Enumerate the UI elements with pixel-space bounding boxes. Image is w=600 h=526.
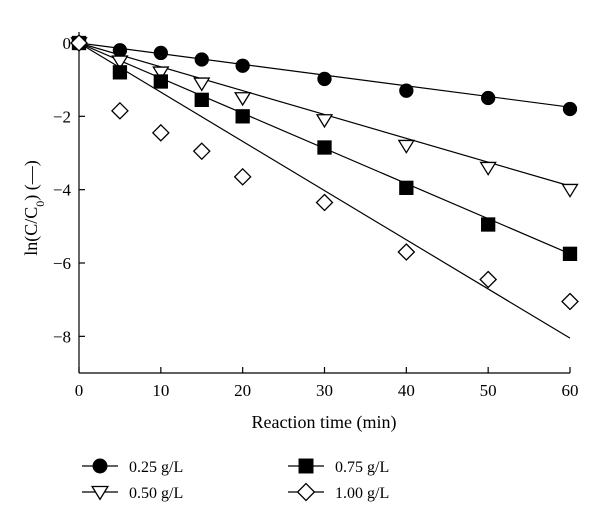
data-point-series-2 bbox=[397, 139, 415, 154]
legend-label: 0.75 g/L bbox=[335, 459, 389, 476]
x-tick-label: 40 bbox=[398, 381, 415, 400]
y-axis-label: ln(C/C0) (—) bbox=[21, 160, 47, 256]
y-tick-label: 0 bbox=[63, 34, 72, 53]
data-point-series-2 bbox=[479, 161, 497, 176]
data-point-series-2 bbox=[193, 77, 211, 92]
data-point-series-4 bbox=[151, 123, 170, 142]
data-point-series-1 bbox=[194, 52, 209, 67]
data-point-series-2 bbox=[111, 55, 129, 70]
data-point-series-4 bbox=[70, 34, 88, 52]
data-point-series-4 bbox=[192, 142, 211, 161]
x-tick-label: 10 bbox=[152, 381, 169, 400]
legend-marker-4 bbox=[296, 482, 316, 502]
legend-label: 1.00 g/L bbox=[335, 485, 389, 502]
data-point-series-1 bbox=[153, 45, 168, 61]
data-point-series-2 bbox=[152, 66, 170, 81]
legend: 0.25 g/L 0.50 g/L 0.75 g/L 1.00 g/L bbox=[82, 458, 389, 502]
data-point-series-3 bbox=[562, 246, 578, 261]
data-point-series-1 bbox=[317, 71, 332, 87]
data-point-series-3 bbox=[194, 92, 209, 107]
x-axis-label: Reaction time (min) bbox=[252, 412, 397, 433]
data-point-series-1 bbox=[562, 101, 578, 117]
legend-label: 0.50 g/L bbox=[129, 485, 183, 502]
data-point-series-1 bbox=[481, 90, 496, 106]
data-point-series-1 bbox=[399, 83, 414, 98]
legend-marker-2 bbox=[90, 485, 110, 501]
x-tick-label: 60 bbox=[562, 381, 579, 400]
y-tick-label: −4 bbox=[53, 181, 72, 200]
data-point-series-3 bbox=[399, 180, 414, 195]
data-point-series-3 bbox=[153, 74, 168, 89]
data-point-series-2 bbox=[234, 92, 252, 107]
data-point-series-4 bbox=[233, 167, 252, 186]
x-tick-label: 20 bbox=[234, 381, 251, 400]
data-point-series-2 bbox=[315, 114, 334, 129]
x-tick-label: 50 bbox=[480, 381, 497, 400]
data-point-series-4 bbox=[561, 292, 579, 311]
legend-marker-3 bbox=[298, 458, 314, 474]
data-point-series-2 bbox=[561, 183, 579, 198]
data-point-series-3 bbox=[317, 140, 332, 155]
fit-line-series-4 bbox=[78, 42, 571, 339]
y-tick-label: −2 bbox=[53, 107, 71, 126]
data-point-series-3 bbox=[112, 65, 128, 80]
legend-marker-1 bbox=[92, 458, 108, 474]
data-point-series-3 bbox=[235, 109, 250, 124]
data-point-series-4 bbox=[479, 270, 498, 289]
x-tick-label: 30 bbox=[316, 381, 333, 400]
data-point-series-4 bbox=[110, 101, 129, 120]
x-tick-label: 0 bbox=[75, 381, 84, 400]
y-tick-label: −6 bbox=[53, 254, 71, 273]
data-point-series-4 bbox=[397, 243, 416, 261]
data-point-series-4 bbox=[315, 193, 334, 212]
y-tick-label: −8 bbox=[53, 327, 71, 346]
data-point-series-1 bbox=[235, 58, 250, 73]
legend-label: 0.25 g/L bbox=[129, 459, 183, 476]
data-point-series-1 bbox=[112, 43, 128, 58]
data-point-series-3 bbox=[481, 217, 496, 232]
